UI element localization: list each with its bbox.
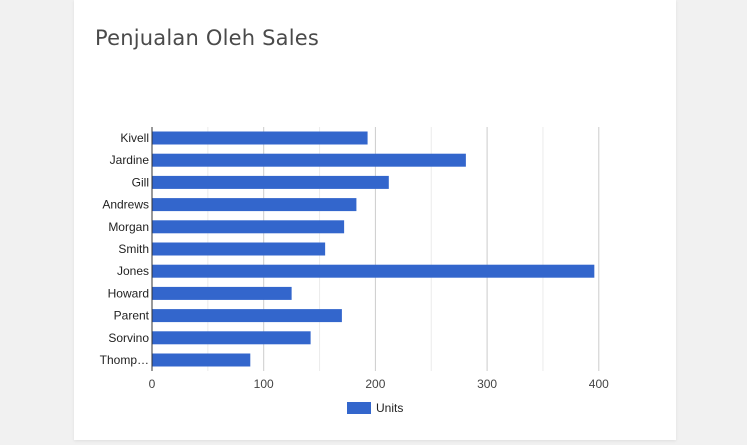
category-label: Thomp…	[100, 353, 149, 367]
chart-title: Penjualan Oleh Sales	[95, 26, 320, 50]
x-tick-label: 300	[477, 377, 497, 391]
category-label: Parent	[114, 309, 150, 323]
legend-swatch	[347, 402, 371, 414]
category-label: Andrews	[102, 198, 149, 212]
legend-label: Units	[376, 401, 403, 415]
category-label: Smith	[118, 242, 149, 256]
x-tick-label: 0	[149, 377, 156, 391]
x-tick-label: 200	[365, 377, 385, 391]
category-label: Sorvino	[108, 331, 149, 345]
bar	[152, 331, 311, 345]
bar-chart: Kivell Jardine Gill Andrews Morgan Smith Jones…	[100, 127, 609, 415]
x-tick-label: 100	[254, 377, 274, 391]
category-label: Gill	[132, 175, 149, 189]
chart-card: Penjualan Oleh Sales Kivell Jardine Gill An…	[74, 0, 676, 440]
bar	[152, 198, 357, 212]
bar	[152, 242, 326, 256]
category-label: Jones	[117, 264, 149, 278]
category-label: Kivell	[120, 131, 149, 145]
x-tick-label: 400	[589, 377, 609, 391]
bar	[152, 220, 345, 234]
bar	[152, 309, 342, 323]
bar	[152, 175, 389, 189]
category-label: Howard	[108, 286, 149, 300]
category-label: Jardine	[110, 153, 150, 167]
category-label: Morgan	[108, 220, 149, 234]
bar	[152, 286, 292, 300]
bar	[152, 153, 466, 167]
bar	[152, 353, 251, 367]
bar	[152, 131, 368, 145]
bar	[152, 264, 595, 278]
